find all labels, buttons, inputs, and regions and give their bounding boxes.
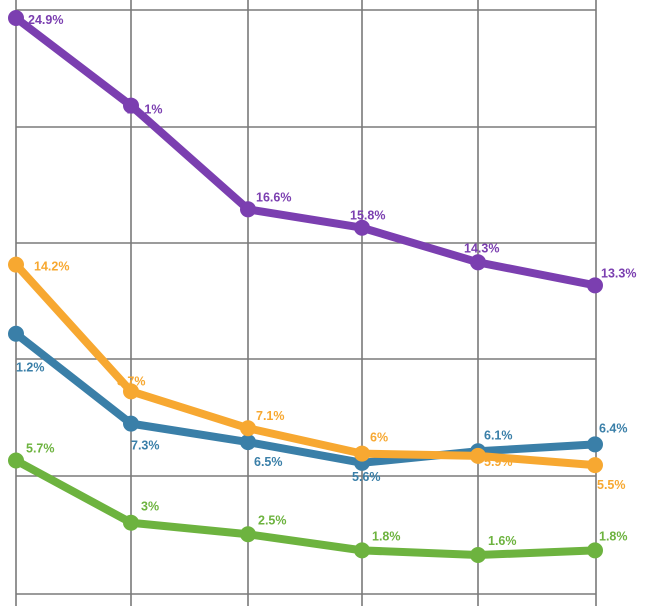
data-label: 5.6% <box>352 470 381 484</box>
data-label: 13.3% <box>601 266 636 280</box>
data-point <box>123 383 139 400</box>
data-label: 1.2% <box>16 361 45 375</box>
data-label: 5.5% <box>597 478 626 492</box>
data-point <box>470 254 486 271</box>
data-point <box>587 277 603 294</box>
data-point <box>587 457 603 474</box>
data-label: 7.3% <box>131 439 160 453</box>
data-label: 3% <box>141 500 159 514</box>
data-point <box>354 542 370 559</box>
data-point <box>123 97 139 114</box>
data-point <box>240 434 256 451</box>
data-label: 5.9% <box>484 455 513 469</box>
data-label: 16.6% <box>256 190 291 204</box>
data-point <box>123 415 139 432</box>
data-labels: 5.7% 3% 2.5% 1.8% 1.6% 1.8% 1.2% 7.3% 6.5% 5.6% 6.… <box>16 13 636 548</box>
data-label: 6.1% <box>484 428 513 442</box>
data-label: 24.9% <box>28 13 63 27</box>
data-label: 14.2% <box>34 260 69 274</box>
series-line-3 <box>12 456 599 559</box>
data-point <box>240 526 256 543</box>
data-label: 8.7% <box>117 374 146 388</box>
series-line-1 <box>12 260 599 470</box>
data-point <box>354 445 370 462</box>
data-point <box>587 436 603 453</box>
data-point <box>354 219 370 236</box>
data-label: 14.3% <box>464 241 499 255</box>
data-label: 15.8% <box>350 209 385 223</box>
data-label: 6.4% <box>599 421 628 435</box>
grid <box>15 0 597 606</box>
data-point <box>470 547 486 563</box>
data-point <box>123 514 139 531</box>
data-point <box>8 452 24 469</box>
series-line-0 <box>12 14 599 290</box>
data-point <box>8 10 24 26</box>
series-layer <box>8 10 603 563</box>
series-line-2 <box>12 329 599 467</box>
data-label: 2.5% <box>258 513 287 527</box>
data-label: 21.1% <box>127 103 162 117</box>
data-label: 1.8% <box>599 529 628 543</box>
data-label: 6.5% <box>254 455 283 469</box>
data-point <box>470 447 486 464</box>
data-label: 5.7% <box>26 442 55 456</box>
data-point <box>240 420 256 437</box>
data-point <box>587 542 603 559</box>
data-label: 7.1% <box>256 409 285 423</box>
data-point <box>240 201 256 218</box>
data-label: 1.6% <box>488 534 517 548</box>
data-point <box>8 325 24 342</box>
data-label: 6% <box>370 431 388 445</box>
data-point <box>8 256 24 273</box>
data-label: 1.8% <box>372 529 401 543</box>
